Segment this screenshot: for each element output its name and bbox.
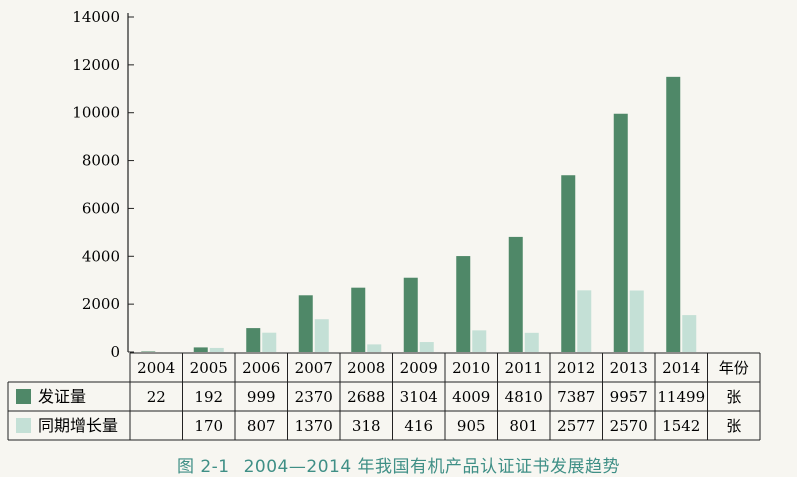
data-label: 9957 (610, 388, 648, 406)
legend-swatch (16, 389, 31, 404)
y-tick-label: 6000 (82, 199, 120, 217)
y-tick-label: 2000 (82, 295, 120, 313)
y-tick-label: 14000 (72, 8, 120, 26)
data-label: 801 (509, 417, 538, 435)
bar-growth (472, 330, 487, 352)
bar-issued (193, 347, 208, 352)
data-label: 22 (147, 388, 166, 406)
bar-issued (561, 175, 576, 352)
chart-title: 2004—2014 年我国有机产品认证证书发展趋势 (243, 457, 621, 477)
data-label: 999 (247, 388, 276, 406)
data-label: 318 (352, 417, 381, 435)
data-label: 192 (194, 388, 223, 406)
bar-growth (629, 290, 644, 352)
category-label: 2011 (505, 359, 543, 377)
bar-issued (298, 295, 313, 352)
bar-issued (613, 113, 628, 352)
y-tick-label: 4000 (82, 247, 120, 265)
bar-growth (419, 342, 434, 352)
bar-growth (682, 315, 697, 352)
bar-issued (351, 287, 366, 352)
category-label: 2008 (347, 359, 385, 377)
data-label: 416 (404, 417, 433, 435)
data-label: 2370 (295, 388, 333, 406)
data-label: 905 (457, 417, 486, 435)
data-label: 170 (194, 417, 223, 435)
bar-growth (524, 332, 539, 352)
bar-issued (141, 351, 156, 352)
y-tick-label: 10000 (72, 104, 120, 122)
data-label: 1370 (295, 417, 333, 435)
bar-growth (577, 290, 592, 352)
data-label: 3104 (400, 388, 438, 406)
bar-issued (246, 328, 261, 352)
category-label: 2010 (452, 359, 490, 377)
data-label: 807 (247, 417, 276, 435)
y-tick-label: 0 (110, 343, 120, 361)
data-label: 2577 (557, 417, 595, 435)
category-label: 2012 (557, 359, 595, 377)
data-label: 4009 (452, 388, 490, 406)
category-label: 2009 (400, 359, 438, 377)
legend-label: 发证量 (38, 387, 86, 406)
y-tick-label: 12000 (72, 56, 120, 74)
data-label: 7387 (557, 388, 595, 406)
category-label: 2004 (137, 359, 175, 377)
unit-label: 张 (726, 388, 741, 406)
bar-growth (262, 332, 277, 352)
figure-caption: 图 2-1 2004—2014 年我国有机产品认证证书发展趋势 (0, 452, 797, 477)
legend-swatch (16, 418, 31, 433)
legend-label: 同期增长量 (38, 416, 118, 435)
table-header-unit-column: 年份 (719, 359, 749, 377)
category-label: 2007 (295, 359, 333, 377)
data-label: 11499 (657, 388, 705, 406)
figure-label: 图 2-1 (176, 457, 230, 477)
data-label: 2688 (347, 388, 385, 406)
category-label: 2013 (610, 359, 648, 377)
bar-growth (314, 319, 329, 352)
bar-issued (508, 236, 523, 352)
bar-issued (666, 76, 681, 352)
category-label: 2005 (190, 359, 228, 377)
data-label: 2570 (610, 417, 648, 435)
chart: 0 2000 4000 6000 8000 10000 12000 14000 2004 2005… (7, 8, 761, 441)
bar-growth (209, 347, 224, 352)
data-label: 1542 (662, 417, 700, 435)
data-label: 4810 (505, 388, 543, 406)
bar-issued (403, 277, 418, 352)
y-tick-label: 8000 (82, 152, 120, 170)
category-label: 2014 (662, 359, 700, 377)
bar-growth (367, 344, 382, 352)
bar-issued (456, 256, 471, 352)
unit-label: 张 (726, 417, 741, 435)
category-label: 2006 (242, 359, 280, 377)
